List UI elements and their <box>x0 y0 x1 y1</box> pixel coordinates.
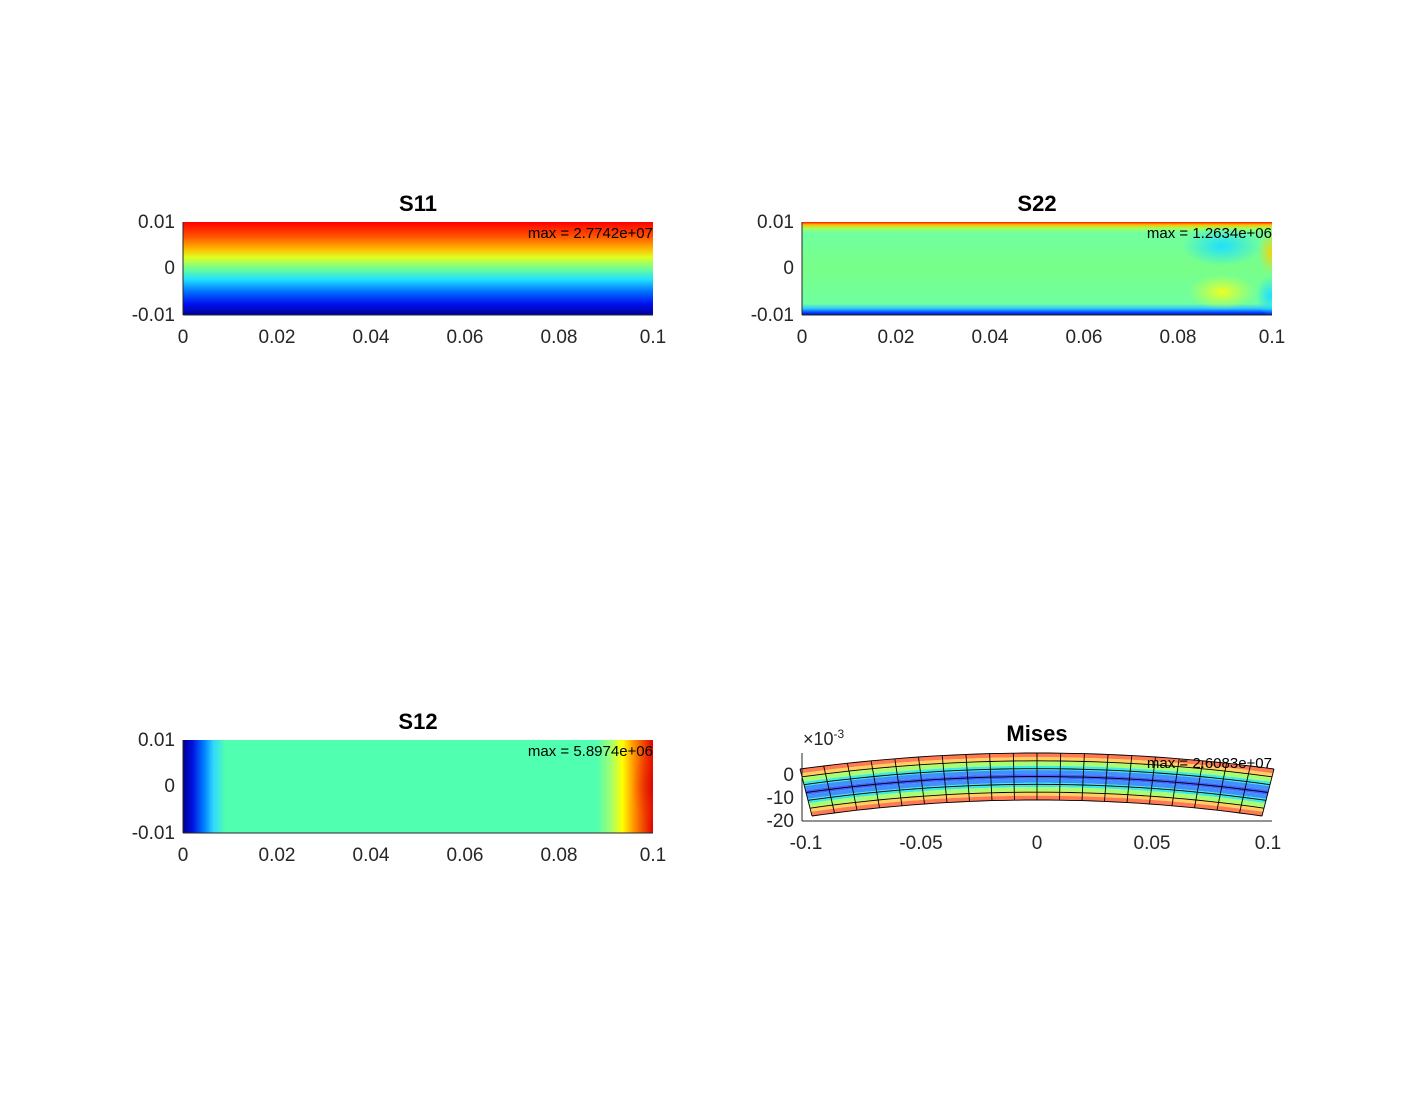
y-tick-label: 0 <box>164 776 175 797</box>
s12-edge-hotspot <box>632 746 653 826</box>
x-tick-label: 0.06 <box>446 845 484 866</box>
x-tick-label: 0.04 <box>352 327 390 348</box>
chart-title: S11 <box>399 191 437 216</box>
mesh-column-line <box>846 763 858 811</box>
y-tick-label: -20 <box>766 811 794 832</box>
mesh-column-line <box>941 755 948 803</box>
mesh-column-line <box>1081 753 1085 801</box>
max-annotation: max = 2.7742e+07 <box>527 225 653 242</box>
y-tick-label: 0.01 <box>138 730 175 751</box>
x-tick-label: 0.06 <box>1065 327 1103 348</box>
s12-field <box>183 740 653 833</box>
mesh-column-line <box>1104 754 1109 802</box>
x-tick-label: 0.1 <box>639 327 667 348</box>
x-tick-label: 0.08 <box>540 327 578 348</box>
mesh-column-line <box>989 753 993 801</box>
mesh-column-line <box>1216 763 1228 811</box>
chart-title: Mises <box>1006 721 1068 746</box>
x-tick-label: 0.04 <box>352 845 390 866</box>
y-tick-label: 0 <box>783 765 794 786</box>
x-tick-label: 0 <box>177 327 189 348</box>
y-exponent-label: ×10-3 <box>803 727 845 749</box>
x-tick-label: 0.1 <box>639 845 667 866</box>
y-tick-label: 0.01 <box>138 212 175 233</box>
x-tick-label: 0.08 <box>540 845 578 866</box>
mesh-column-line <box>823 765 835 814</box>
s22-edge-spot <box>1258 230 1272 274</box>
x-tick-label: 0.06 <box>446 327 484 348</box>
chart-title: S12 <box>398 709 438 734</box>
x-tick-label: 0 <box>1031 833 1043 854</box>
y-exponent-value: -3 <box>833 727 845 741</box>
mesh-column-line <box>1194 760 1204 808</box>
s22-cyan-spot <box>1182 226 1262 266</box>
x-tick-label: 0.02 <box>258 845 296 866</box>
x-tick-label: 0 <box>177 845 189 866</box>
max-annotation: max = 2.6083e+07 <box>1146 755 1272 772</box>
mesh-column-line <box>894 758 903 806</box>
y-tick-label: -0.01 <box>750 305 794 326</box>
mesh-column-line <box>870 760 880 808</box>
x-tick-label: 0.08 <box>1159 327 1197 348</box>
y-tick-label: 0 <box>783 258 794 279</box>
y-tick-label: -0.01 <box>131 305 175 326</box>
chart-title: S22 <box>1017 191 1057 216</box>
x-tick-label: -0.05 <box>899 833 943 854</box>
s11-field <box>183 222 653 315</box>
x-tick-label: -0.1 <box>789 833 823 854</box>
s22-yellow-spot <box>1188 274 1256 310</box>
mesh-column-line <box>1149 756 1156 805</box>
x-tick-label: 0.04 <box>971 327 1009 348</box>
y-tick-label: -10 <box>766 788 794 809</box>
y-tick-label: 0 <box>164 258 175 279</box>
max-annotation: max = 1.2634e+06 <box>1146 225 1272 242</box>
x-tick-label: 0.05 <box>1133 833 1171 854</box>
y-tick-label: 0.01 <box>757 212 794 233</box>
x-tick-label: 0.1 <box>1258 327 1286 348</box>
x-tick-label: 0.1 <box>1254 833 1282 854</box>
x-tick-label: 0.02 <box>877 327 915 348</box>
s22-edge-spot-blue <box>1256 276 1272 315</box>
mesh-column-line <box>1059 753 1062 801</box>
mesh-column-line <box>1126 755 1133 803</box>
y-tick-label: -0.01 <box>131 823 175 844</box>
mesh-column-line <box>965 754 970 802</box>
mesh-column-line <box>918 756 925 805</box>
mesh-column-line <box>1171 758 1180 806</box>
mises-beam <box>799 752 1275 817</box>
mesh-column-line <box>1012 753 1015 801</box>
x-tick-label: 0 <box>796 327 808 348</box>
mesh-column-line <box>1239 765 1251 814</box>
max-annotation: max = 5.8974e+06 <box>527 743 653 760</box>
mesh-column-line <box>1261 768 1275 817</box>
x-tick-label: 0.02 <box>258 327 296 348</box>
